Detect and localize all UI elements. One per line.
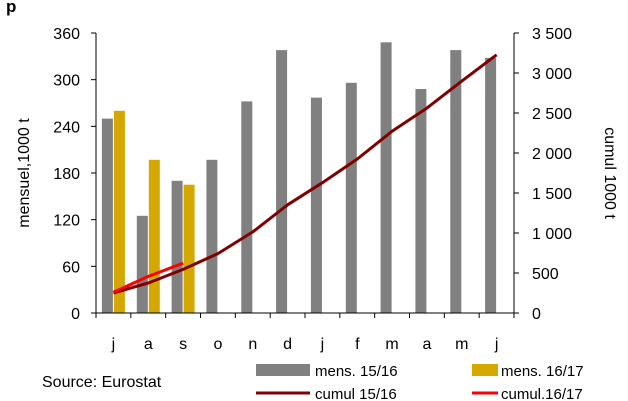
right-tick-label-2: 1 000: [532, 226, 572, 243]
right-tick-label-4: 2 000: [532, 146, 572, 163]
right-axis-title: cumul 1000 t: [601, 127, 618, 219]
legend: mens. 15/16 mens. 16/17 cumul 15/16 cumu…: [256, 363, 584, 401]
header-fragment: p: [6, 0, 16, 16]
left-tick-label-0: 0: [71, 306, 80, 323]
legend-label-cumul-15-16: cumul 15/16: [315, 386, 397, 401]
bar-mens-16-17-1: [148, 159, 160, 313]
x-tick-label-7: f: [355, 336, 360, 353]
x-tick-label-0: j: [111, 336, 116, 353]
bar-mens-15-16-3: [206, 159, 218, 313]
bar-mens-15-16-1: [136, 215, 148, 313]
bars-series-15-16: [101, 42, 497, 314]
left-tick-label-2: 120: [53, 213, 80, 230]
bar-mens-16-17-0: [113, 110, 125, 313]
legend-label-mens-16-17: mens. 16/17: [501, 363, 584, 380]
left-tick-label-6: 360: [53, 26, 80, 43]
legend-label-mens-15-16: mens. 15/16: [315, 363, 398, 380]
x-tick-label-11: j: [494, 336, 499, 353]
axes: 0 60 120 180 240 300 360 0 500 1 000 1 500 2 000 2 …: [53, 26, 572, 353]
x-tick-label-9: a: [422, 336, 431, 353]
x-tick-label-4: n: [248, 336, 257, 353]
cumulative-lines: [112, 53, 498, 295]
bar-mens-15-16-8: [380, 42, 392, 314]
right-tick-label-5: 2 500: [532, 106, 572, 123]
right-tick-label-3: 1 500: [532, 186, 572, 203]
bar-mens-15-16-9: [415, 89, 427, 313]
bar-mens-15-16-6: [310, 97, 322, 313]
legend-label-cumul-16-17: cumul.16/17: [501, 386, 583, 401]
x-tick-label-2: s: [179, 336, 187, 353]
x-tick-label-1: a: [144, 336, 153, 353]
bar-mens-15-16-5: [276, 50, 288, 313]
left-tick-label-4: 240: [53, 119, 80, 136]
legend-swatch-mens-16-17: [472, 364, 498, 376]
right-tick-label-0: 0: [532, 306, 541, 323]
line-cumul-16-17: [112, 261, 184, 294]
right-tick-label-7: 3 500: [532, 26, 572, 43]
line-cumul-15-16: [112, 53, 498, 295]
bar-mens-16-17-2: [183, 184, 195, 313]
right-tick-label-6: 3 000: [532, 66, 572, 83]
bar-mens-15-16-4: [241, 101, 253, 314]
right-tick-label-1: 500: [532, 266, 559, 283]
bar-mens-15-16-11: [485, 57, 497, 314]
left-tick-label-1: 60: [62, 259, 80, 276]
bar-mens-15-16-7: [345, 82, 357, 313]
bar-mens-15-16-0: [101, 118, 113, 313]
bar-mens-15-16-2: [171, 180, 183, 313]
left-tick-label-3: 180: [53, 166, 80, 183]
left-ticks: 0 60 120 180 240 300 360: [53, 26, 96, 323]
x-tick-label-10: m: [455, 336, 468, 353]
x-tick-label-3: o: [213, 336, 222, 353]
left-axis-title: mensuel,1000 t: [16, 118, 33, 228]
x-tick-label-6: j: [320, 336, 325, 353]
bar-mens-15-16-10: [450, 50, 462, 313]
x-tick-label-5: d: [283, 336, 292, 353]
bars-series-16-17: [113, 110, 195, 313]
x-tick-label-8: m: [385, 336, 398, 353]
left-tick-label-5: 300: [53, 73, 80, 90]
legend-swatch-mens-15-16: [256, 364, 310, 376]
right-ticks: 0 500 1 000 1 500 2 000 2 500 3 000 3 500: [514, 26, 572, 323]
plot-area: [101, 42, 498, 314]
source-note: Source: Eurostat: [42, 374, 162, 391]
